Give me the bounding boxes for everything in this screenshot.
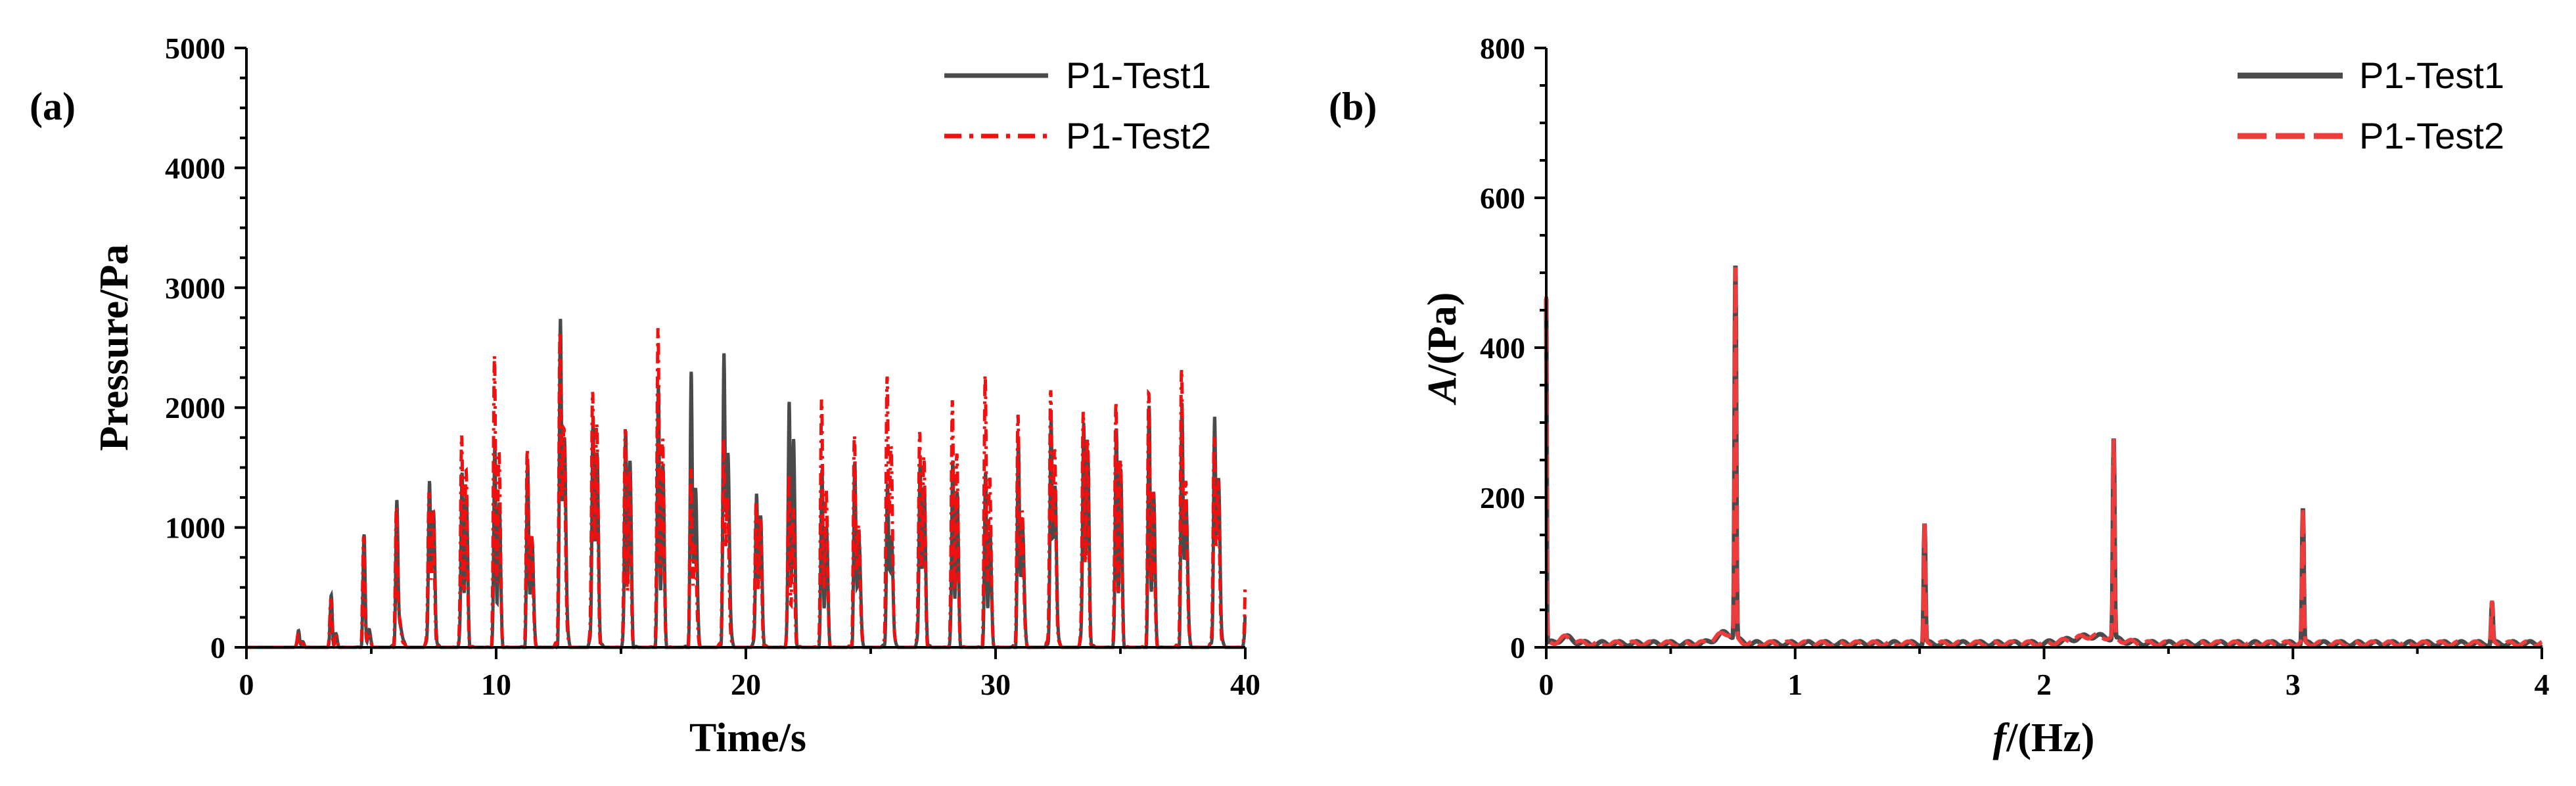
y-tick-label-a: 0 (210, 631, 225, 664)
x-tick-label-b: 3 (2286, 668, 2301, 701)
x-tick-label-b: 4 (2535, 668, 2550, 701)
spectrum-panel: (b) 0 200 400 600 800 0 1 2 3 4 f/(Hz) A/(Pa) P1… (1329, 32, 2550, 760)
series-line-p1-test1-b (1544, 266, 2544, 649)
y-axis-title-b: A/(Pa) (1420, 292, 1465, 406)
x-tick-label-a: 30 (980, 668, 1011, 701)
x-tick-label-a: 20 (731, 668, 761, 701)
panel-b-label: (b) (1329, 85, 1377, 128)
x-tick-label-b: 1 (1787, 668, 1803, 701)
x-tick-label-b: 2 (2036, 668, 2052, 701)
spectrum-series-group (1544, 266, 2544, 649)
pressure-series-group (246, 318, 1247, 650)
x-tick-label-a: 10 (481, 668, 511, 701)
series-line-p1-test2-b (1544, 267, 2543, 648)
y-tick-label-a: 1000 (165, 511, 225, 545)
y-tick-label-b: 800 (1480, 32, 1525, 65)
x-tick-label-a: 40 (1230, 668, 1260, 701)
y-tick-label-b: 400 (1480, 331, 1525, 365)
y-axis-title-b-symbol: A (1420, 376, 1465, 405)
y-tick-label-b: 600 (1480, 181, 1525, 215)
y-tick-label-b: 0 (1510, 631, 1525, 664)
time-series-panel: (a) 0 1000 2000 3000 4000 5000 0 10 20 30 40 Time… (30, 32, 1260, 760)
legend-label-test2-a: P1-Test2 (1066, 115, 1211, 156)
x-ticks-b: 0 1 2 3 4 (1539, 647, 2550, 701)
x-ticks-a: 0 10 20 30 40 (239, 647, 1260, 701)
legend-label-test1-a: P1-Test1 (1066, 55, 1211, 96)
y-tick-label-a: 5000 (165, 32, 225, 65)
x-tick-label-a: 0 (239, 668, 254, 701)
legend-b: P1-Test1 P1-Test2 (2238, 55, 2504, 156)
y-tick-label-b: 200 (1480, 481, 1525, 515)
y-ticks-a: 0 1000 2000 3000 4000 5000 (165, 32, 246, 664)
y-axis-title-b-unit: /(Pa) (1420, 292, 1465, 377)
y-axis-title-a: Pressure/Pa (92, 244, 137, 451)
legend-label-test2-b: P1-Test2 (2359, 115, 2504, 156)
x-axis-title-b: f/(Hz) (1993, 716, 2095, 760)
x-tick-label-b: 0 (1539, 668, 1554, 701)
y-tick-label-a: 2000 (165, 391, 225, 425)
y-tick-label-a: 4000 (165, 151, 225, 185)
legend-a: P1-Test1 P1-Test2 (944, 55, 1211, 156)
x-axis-title-a: Time/s (689, 716, 806, 760)
y-tick-label-a: 3000 (165, 271, 225, 305)
x-axis-title-b-unit: /(Hz) (2006, 716, 2094, 760)
panel-a-label: (a) (30, 85, 76, 128)
legend-label-test1-b: P1-Test1 (2359, 55, 2504, 96)
y-ticks-b: 0 200 400 600 800 (1480, 32, 1546, 664)
